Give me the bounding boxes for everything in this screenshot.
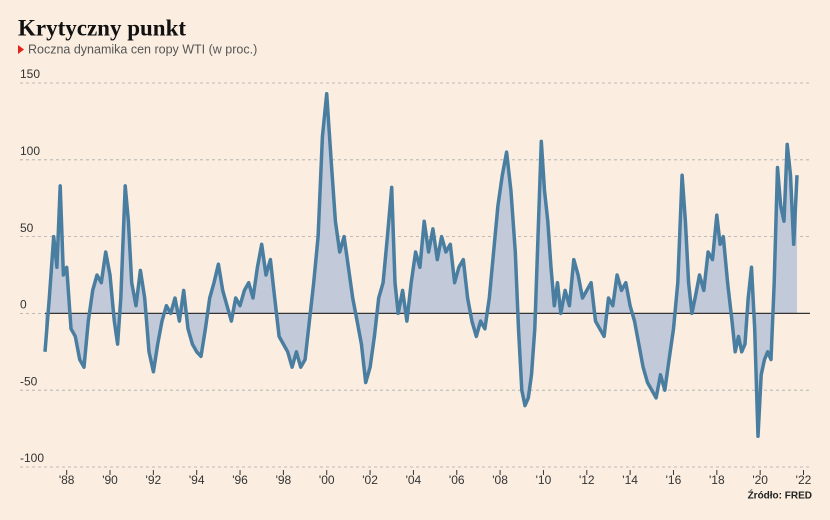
y-tick-label: -50 — [20, 374, 38, 388]
chart-subtitle: Roczna dynamika cen ropy WTI (w proc.) — [28, 42, 257, 56]
source: Źródło: FRED — [748, 489, 812, 502]
x-tick-label: '10 — [536, 473, 552, 487]
x-tick-label: '92 — [146, 473, 162, 487]
x-tick-label: '00 — [319, 473, 335, 487]
x-tick-label: '96 — [232, 473, 248, 487]
x-tick-label: '98 — [276, 473, 292, 487]
x-tick-label: '20 — [752, 473, 768, 487]
y-tick-label: 150 — [20, 67, 40, 81]
x-tick-label: '18 — [709, 473, 725, 487]
y-tick-label: 0 — [20, 298, 27, 312]
x-tick-label: '22 — [796, 473, 812, 487]
line — [43, 92, 799, 439]
x-tick-label: '88 — [59, 473, 75, 487]
y-tick-label: 50 — [20, 221, 34, 235]
x-tick-label: '08 — [492, 473, 508, 487]
x-tick-label: '16 — [666, 473, 682, 487]
x-tick-label: '12 — [579, 473, 595, 487]
x-tick-label: '02 — [362, 473, 378, 487]
x-tick-label: '94 — [189, 473, 205, 487]
chart-title: Krytyczny punkt — [18, 15, 186, 40]
x-tick-label: '90 — [102, 473, 118, 487]
x-tick-label: '14 — [622, 473, 638, 487]
subtitle-marker — [18, 45, 24, 54]
x-tick-label: '06 — [449, 473, 465, 487]
y-tick-label: 100 — [20, 144, 40, 158]
y-tick-label: -100 — [20, 451, 44, 465]
x-tick-label: '04 — [406, 473, 422, 487]
